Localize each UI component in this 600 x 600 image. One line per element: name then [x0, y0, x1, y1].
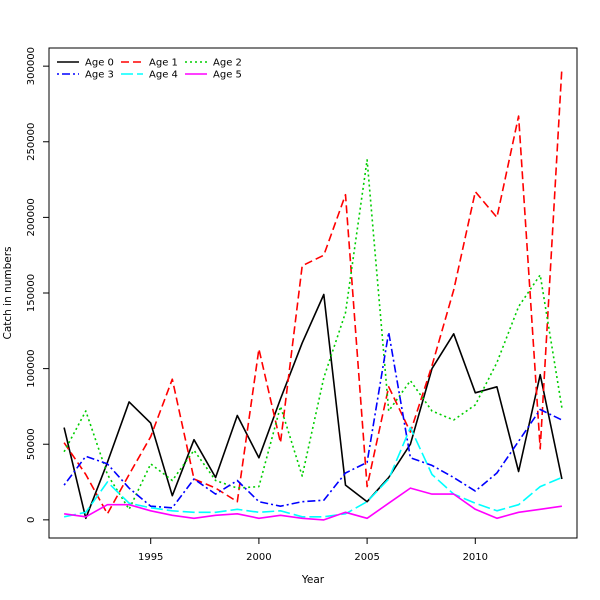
x-axis-title: Year [301, 574, 325, 586]
series-line-age-3 [63, 331, 563, 509]
y-tick-label: 250000 [26, 123, 37, 161]
legend-label: Age 0 [85, 58, 114, 69]
x-tick-label: 2000 [246, 552, 271, 563]
legend-label: Age 5 [213, 70, 242, 81]
series-line-age-5 [63, 487, 563, 521]
legend: Age 0 Age 1 Age 2 Age 3 Age 4 Age 5 [57, 58, 242, 81]
x-tick-label: 2010 [463, 552, 488, 563]
x-axis: 1995 2000 2005 2010 [138, 537, 488, 563]
series-line-age-0 [63, 293, 563, 520]
y-axis-title: Catch in numbers [2, 246, 14, 339]
legend-label: Age 3 [85, 70, 114, 81]
plot-frame [48, 47, 578, 539]
x-tick-label: 1995 [138, 552, 163, 563]
x-tick-label: 2005 [354, 552, 379, 563]
series-lines [63, 67, 563, 521]
series-line-age-2 [63, 159, 563, 511]
y-tick-label: 50000 [26, 428, 37, 460]
legend-label: Age 1 [149, 58, 178, 69]
y-tick-label: 100000 [26, 350, 37, 388]
y-tick-label: 200000 [26, 198, 37, 236]
series-line-age-4 [63, 426, 563, 518]
y-axis: 0 50000 100000 150000 200000 250000 300000 [26, 47, 50, 523]
y-tick-label: 150000 [26, 274, 37, 312]
y-tick-label: 0 [26, 517, 37, 523]
series-line-age-1 [63, 67, 563, 515]
y-tick-label: 300000 [26, 47, 37, 85]
legend-label: Age 4 [149, 70, 178, 81]
legend-label: Age 2 [213, 58, 242, 69]
